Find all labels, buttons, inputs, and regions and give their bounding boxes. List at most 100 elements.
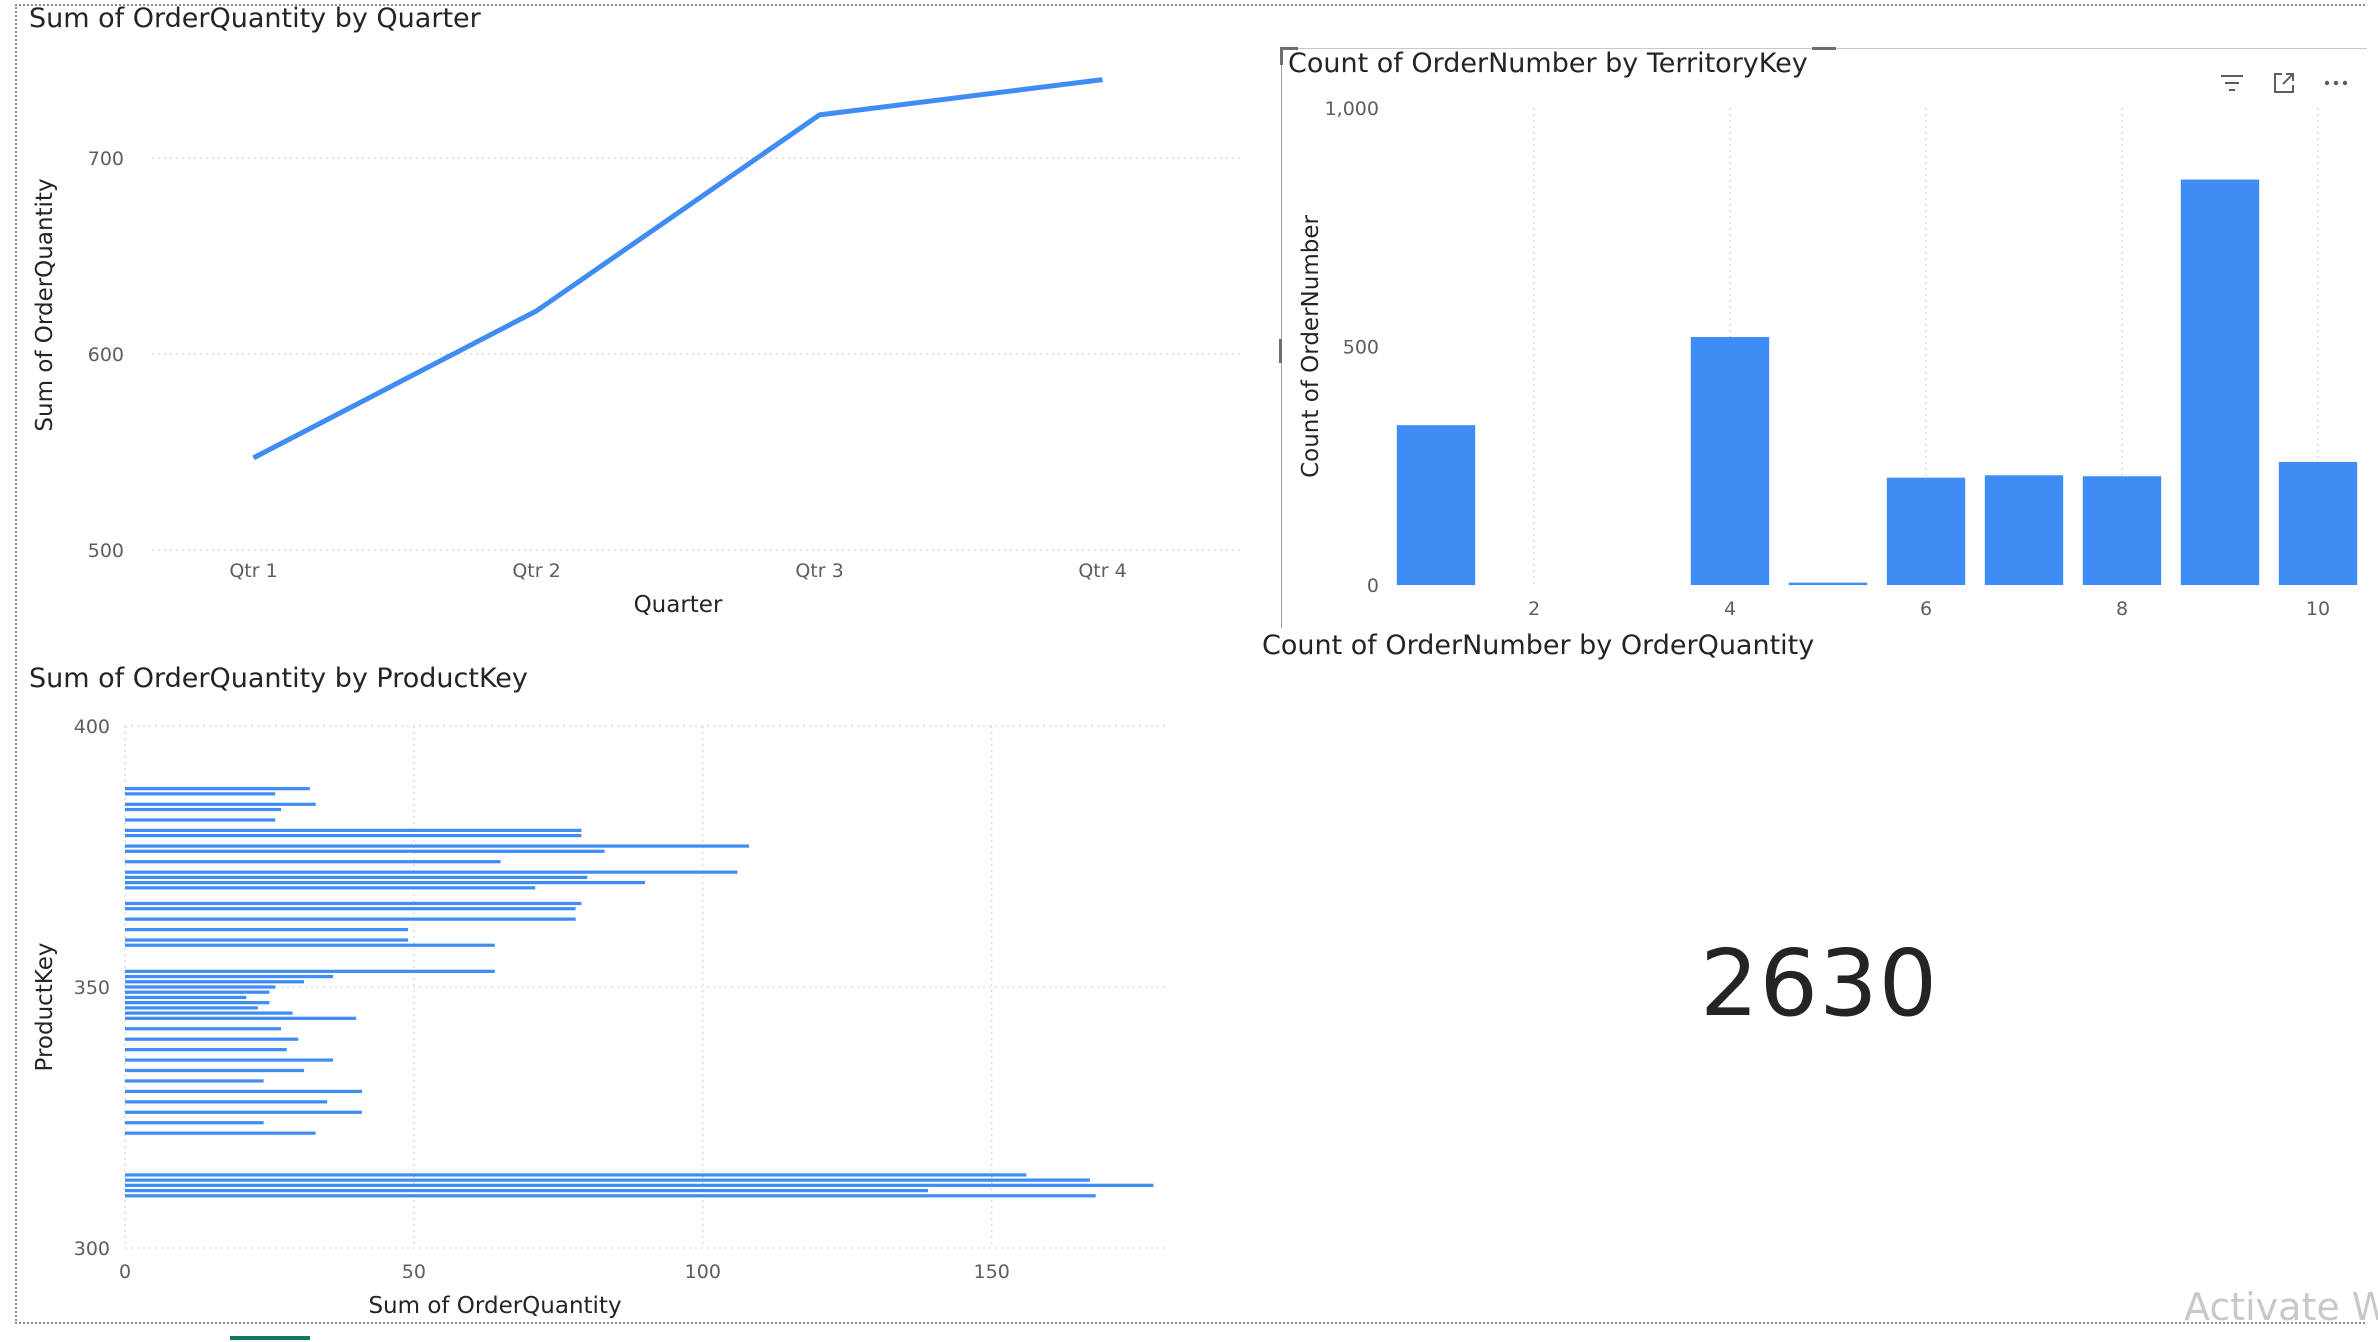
y-axis-title: ProductKey xyxy=(32,942,58,1071)
resize-handle[interactable] xyxy=(1812,47,1836,50)
bar xyxy=(125,1194,1096,1198)
bar xyxy=(125,834,582,838)
bar xyxy=(125,1183,1154,1187)
bar xyxy=(125,1027,281,1031)
bar xyxy=(125,980,305,984)
y-tick-label: 500 xyxy=(88,540,124,562)
bar xyxy=(125,969,495,973)
bar xyxy=(1984,475,2064,585)
activate-windows-watermark: Activate Wi xyxy=(2184,1285,2378,1329)
bar xyxy=(125,1121,264,1125)
resize-handle[interactable] xyxy=(1279,339,1282,363)
x-tick-label: 100 xyxy=(685,1261,721,1283)
bar xyxy=(125,1058,333,1062)
quantity-chart-visual[interactable]: Count of OrderNumber by OrderQuantity xyxy=(1260,628,1860,674)
x-tick-label: 0 xyxy=(119,1261,131,1283)
bar xyxy=(125,917,576,921)
more-options-icon[interactable] xyxy=(2323,70,2349,96)
bar xyxy=(2082,476,2162,585)
bar xyxy=(125,985,276,989)
bar xyxy=(125,1016,357,1020)
x-tick-label: Qtr 2 xyxy=(512,560,560,582)
bar xyxy=(125,907,576,911)
x-tick-label: 150 xyxy=(974,1261,1010,1283)
bar xyxy=(125,901,582,906)
x-axis-title: Quarter xyxy=(634,592,723,618)
bar xyxy=(125,818,276,822)
series-line xyxy=(252,77,1103,461)
x-tick-label: 10 xyxy=(2306,598,2330,620)
y-tick-label: 1,000 xyxy=(1325,98,1379,120)
bar xyxy=(1788,582,1868,585)
bar xyxy=(125,875,588,879)
selected-visual-frame xyxy=(1279,47,2367,628)
bar xyxy=(125,1006,258,1010)
bar xyxy=(125,802,316,806)
bar xyxy=(125,974,333,979)
bar xyxy=(125,1100,328,1104)
bar xyxy=(125,1011,293,1015)
y-tick-label: 300 xyxy=(74,1238,110,1260)
y-tick-label: 500 xyxy=(1343,337,1379,359)
bar xyxy=(125,787,310,791)
product-bar-chart: 0 50 100 150 300 350 400 Sum of OrderQuantity Pr… xyxy=(32,716,1165,1319)
card-value: 2630 xyxy=(1700,930,1939,1037)
territory-bar-chart-visual[interactable]: Count of OrderNumber by TerritoryKey 0 50… xyxy=(1282,48,2367,628)
bar xyxy=(125,849,605,853)
y-tick-label: 0 xyxy=(1367,575,1379,597)
visual-header-icons xyxy=(2219,70,2349,96)
active-page-tab-indicator xyxy=(230,1336,310,1340)
x-tick-label: 2 xyxy=(1528,598,1540,620)
bar xyxy=(125,1037,299,1041)
bar xyxy=(125,1188,929,1193)
line-chart: 500 600 700 Qtr 1 Qtr 2 Qtr 3 Qtr 4 Quarter Sum … xyxy=(32,77,1244,618)
y-tick-label: 350 xyxy=(74,977,110,999)
bar xyxy=(125,792,276,796)
bar xyxy=(1690,336,1770,585)
x-tick-label: 6 xyxy=(1920,598,1932,620)
report-canvas-border xyxy=(15,4,2365,1324)
x-tick-label: Qtr 1 xyxy=(229,560,277,582)
bar xyxy=(125,880,645,885)
bar xyxy=(125,1173,1027,1177)
line-chart-visual[interactable]: Sum of OrderQuantity by Quarter 500 600 70… xyxy=(22,0,1272,640)
bar xyxy=(1886,477,1966,585)
x-axis-title: Sum of OrderQuantity xyxy=(368,1293,621,1319)
bar xyxy=(125,938,409,942)
bar xyxy=(125,1178,1090,1182)
bar xyxy=(125,1089,362,1094)
bar xyxy=(125,943,495,947)
bar xyxy=(125,1068,305,1073)
product-bar-chart-visual[interactable]: Sum of OrderQuantity by ProductKey 0 50 10… xyxy=(22,660,1252,1325)
territory-chart-title: Count of OrderNumber by TerritoryKey xyxy=(1288,48,1808,79)
bar xyxy=(1396,425,1476,585)
bar xyxy=(125,990,270,994)
y-axis-title: Count of OrderNumber xyxy=(1298,215,1324,478)
bar xyxy=(125,995,247,1000)
filter-icon[interactable] xyxy=(2219,70,2245,96)
line-chart-title: Sum of OrderQuantity by Quarter xyxy=(29,3,481,34)
resize-handle[interactable] xyxy=(1280,47,1298,50)
focus-mode-icon[interactable] xyxy=(2271,70,2297,96)
bar xyxy=(125,870,738,874)
territory-bar-chart: 0 500 1,000 2 4 6 8 10 Count of OrderNumber xyxy=(1298,98,2358,620)
bar xyxy=(125,927,409,932)
bar xyxy=(125,1001,270,1005)
bar xyxy=(125,828,582,833)
bar xyxy=(125,1131,316,1135)
bar xyxy=(125,844,749,848)
x-tick-label: Qtr 4 xyxy=(1078,560,1126,582)
x-tick-label: 50 xyxy=(402,1261,426,1283)
bar xyxy=(125,1079,264,1083)
bar xyxy=(125,1110,362,1114)
x-tick-label: 8 xyxy=(2116,598,2128,620)
bar xyxy=(125,1048,287,1052)
x-tick-label: Qtr 3 xyxy=(795,560,843,582)
product-chart-title: Sum of OrderQuantity by ProductKey xyxy=(29,663,528,694)
bar xyxy=(125,860,501,864)
y-tick-label: 400 xyxy=(74,716,110,738)
resize-handle[interactable] xyxy=(1280,47,1283,65)
bar xyxy=(2278,461,2358,585)
bar xyxy=(2180,179,2260,586)
bar xyxy=(125,886,536,890)
